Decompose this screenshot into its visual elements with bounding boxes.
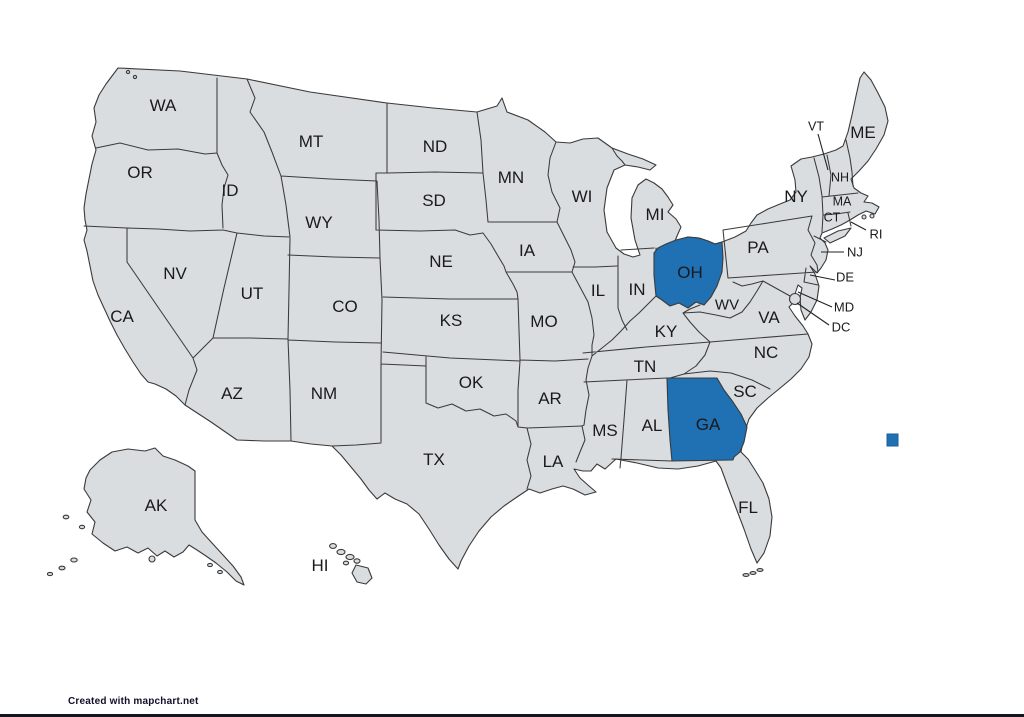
state-label-ct: CT xyxy=(824,211,841,225)
state-label-az: AZ xyxy=(221,384,243,403)
leader-line-vt xyxy=(817,133,829,171)
state-label-ma: MA xyxy=(833,195,852,209)
state-label-nh: NH xyxy=(831,171,849,185)
state-georgia[interactable] xyxy=(666,377,748,462)
state-label-vt: VT xyxy=(808,120,824,134)
leader-line-dc xyxy=(796,302,830,326)
aleutian-islet xyxy=(58,565,66,571)
state-label-dc: DC xyxy=(832,320,851,335)
bottom-border-line xyxy=(0,714,1024,717)
state-label-id: ID xyxy=(222,181,239,200)
state-label-mt: MT xyxy=(299,132,324,151)
nantucket-island[interactable] xyxy=(861,214,867,220)
state-label-ok: OK xyxy=(459,373,484,392)
kodiak-island xyxy=(148,555,156,563)
long-island[interactable] xyxy=(823,227,852,244)
state-label-de: DE xyxy=(836,270,854,285)
state-label-ks: KS xyxy=(440,311,463,330)
state-label-in: IN xyxy=(629,280,646,299)
state-alaska[interactable] xyxy=(83,447,245,586)
state-label-la: LA xyxy=(543,452,564,471)
state-label-oh: OH xyxy=(677,263,703,282)
state-label-ne: NE xyxy=(429,252,453,271)
label-leader-lines xyxy=(796,133,867,326)
state-label-sd: SD xyxy=(422,191,446,210)
state-label-mi: MI xyxy=(646,205,665,224)
state-label-ky: KY xyxy=(655,322,678,341)
state-label-md: MD xyxy=(834,300,854,315)
leader-line-md xyxy=(797,291,833,308)
state-label-sc: SC xyxy=(733,382,757,401)
wa-islet xyxy=(132,74,138,80)
state-label-fl: FL xyxy=(738,498,758,517)
state-label-nm: NM xyxy=(311,384,337,403)
state-label-tx: TX xyxy=(423,450,445,469)
state-label-ut: UT xyxy=(241,284,264,303)
state-hawaii[interactable] xyxy=(329,543,373,585)
dc-marker-circle[interactable] xyxy=(788,292,802,306)
state-label-me: ME xyxy=(850,123,876,142)
state-label-hi: HI xyxy=(312,556,329,575)
state-label-ny: NY xyxy=(784,187,808,206)
state-label-al: AL xyxy=(642,416,663,435)
state-label-ga: GA xyxy=(696,415,721,434)
state-label-ca: CA xyxy=(110,307,134,326)
florida-keys xyxy=(749,571,757,575)
ak-islet xyxy=(62,514,70,520)
state-label-wv: WV xyxy=(715,296,739,313)
state-label-nd: ND xyxy=(423,137,448,156)
state-label-nv: NV xyxy=(163,264,187,283)
state-label-or: OR xyxy=(127,163,153,182)
wa-islet xyxy=(125,69,131,75)
aleutian-islet xyxy=(46,571,54,577)
state-label-il: IL xyxy=(591,281,605,300)
state-label-ak: AK xyxy=(145,496,168,515)
state-label-ri: RI xyxy=(870,227,883,242)
state-label-co: CO xyxy=(332,297,358,316)
state-labels: WA OR CA NV ID MT WY UT AZ CO NM ND SD NE KS OK TX MN IA MO… xyxy=(110,96,882,575)
aleutian-islet xyxy=(70,557,78,563)
ak-islet xyxy=(78,524,86,530)
state-label-ms: MS xyxy=(592,421,618,440)
florida-keys xyxy=(742,573,750,577)
state-label-ia: IA xyxy=(519,241,536,260)
state-label-wi: WI xyxy=(572,187,593,206)
leader-line-de xyxy=(809,274,836,281)
attribution-text: Created with mapchart.net xyxy=(68,696,199,707)
state-label-nj: NJ xyxy=(847,245,863,260)
state-label-nc: NC xyxy=(754,343,779,362)
state-label-va: VA xyxy=(758,308,780,327)
state-label-wy: WY xyxy=(305,213,332,232)
leader-line-ri xyxy=(850,221,867,231)
ak-panhandle-islet xyxy=(207,562,213,568)
legend-swatch[interactable] xyxy=(886,433,899,447)
state-ohio[interactable] xyxy=(653,236,724,309)
florida-keys xyxy=(756,568,764,572)
state-label-mo: MO xyxy=(530,312,557,331)
marthas-vineyard-island[interactable] xyxy=(869,213,875,219)
state-label-mn: MN xyxy=(498,168,524,187)
state-borders-west xyxy=(83,77,589,490)
state-label-tn: TN xyxy=(634,357,657,376)
state-label-ar: AR xyxy=(538,389,562,408)
state-label-pa: PA xyxy=(747,238,769,257)
state-label-wa: WA xyxy=(150,96,177,115)
ak-panhandle-islet xyxy=(217,569,223,575)
